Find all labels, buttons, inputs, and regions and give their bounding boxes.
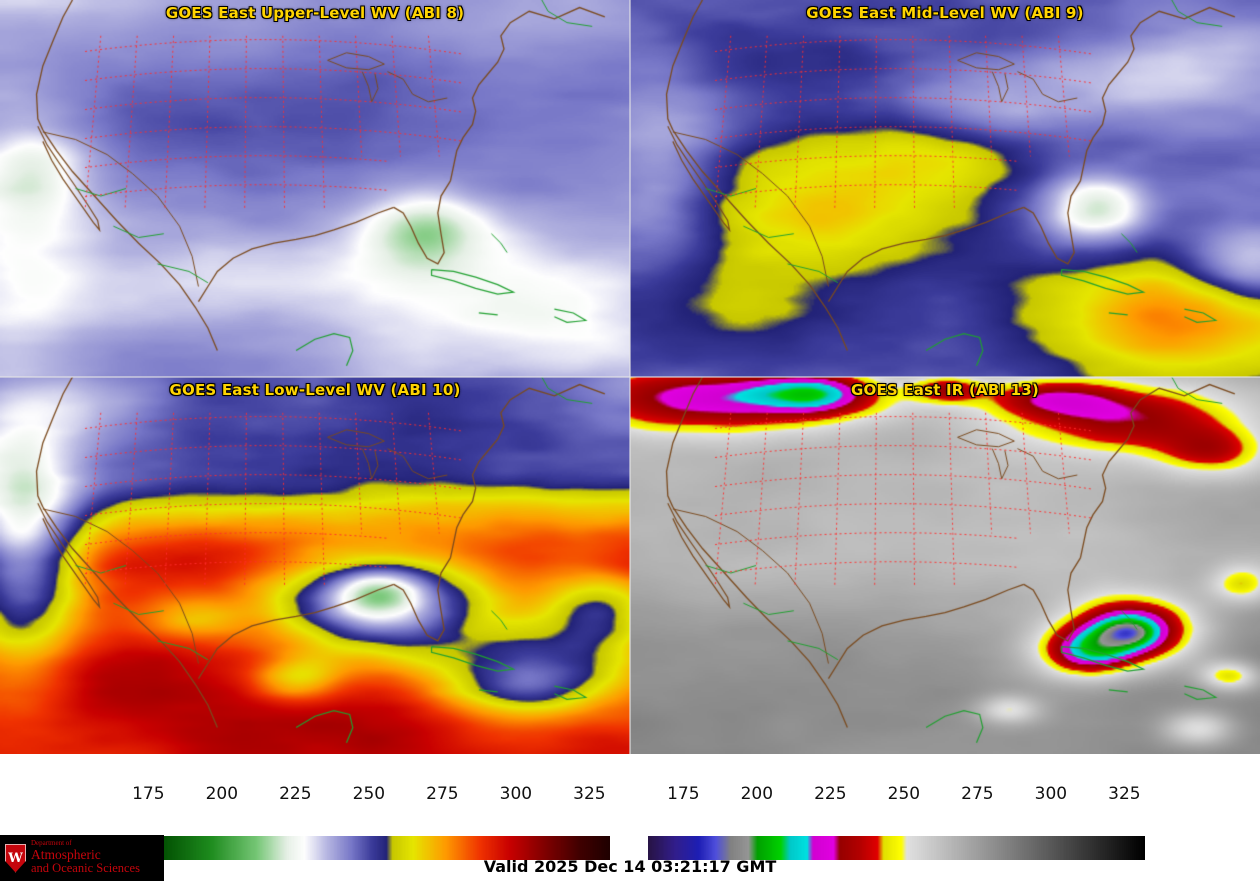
- valid-time-label: Valid 2025 Dec 14 03:21:17 GMT: [483, 857, 777, 876]
- panel-upper-level-wv: GOES East Upper-Level WV (ABI 8): [0, 0, 630, 377]
- panel-mid-level-wv: GOES East Mid-Level WV (ABI 9): [630, 0, 1260, 377]
- map-overlay-abi8: [0, 0, 630, 377]
- panel-grid: GOES East Upper-Level WV (ABI 8) GOES Ea…: [0, 0, 1260, 754]
- panel-ir: GOES East IR (ABI 13): [630, 377, 1260, 754]
- logo-line1: Atmospheric: [31, 846, 101, 862]
- colorbar-ir: 175 200 225 250 275 300 325: [648, 784, 1148, 866]
- colorbar-tick-label: 275: [426, 784, 459, 804]
- colorbar-tick-label: 300: [499, 784, 533, 804]
- colorbar-tick-label: 225: [279, 784, 312, 804]
- panel-title-abi9: GOES East Mid-Level WV (ABI 9): [806, 4, 1084, 22]
- colorbar-ir-gradient: [648, 836, 1145, 860]
- uw-crest-icon: W: [5, 843, 26, 873]
- panel-title-abi8: GOES East Upper-Level WV (ABI 8): [165, 4, 465, 22]
- uw-aos-logo: W Department of Atmospheric and Oceanic …: [0, 835, 164, 881]
- colorbar-wv-gradient: [113, 836, 610, 860]
- colorbar-tick-label: 325: [573, 784, 606, 804]
- panel-divider-horizontal: [0, 376, 1260, 378]
- colorbar-wv: 175 200 225 250 275 300 325: [113, 784, 613, 866]
- panel-low-level-wv: GOES East Low-Level WV (ABI 10): [0, 377, 630, 754]
- colorbar-tick-label: 200: [740, 784, 774, 804]
- map-overlay-abi10: [0, 377, 630, 754]
- footer: 175 200 225 250 275 300 325 175 200 225 250 275 300…: [0, 754, 1260, 881]
- colorbar-tick-label: 275: [961, 784, 994, 804]
- panel-title-abi10: GOES East Low-Level WV (ABI 10): [169, 381, 461, 399]
- colorbar-tick-label: 300: [1034, 784, 1068, 804]
- colorbar-tick-label: 250: [352, 784, 386, 804]
- colorbar-tick-label: 200: [205, 784, 239, 804]
- logo-line2: and Oceanic Sciences: [31, 861, 140, 876]
- colorbar-tick-label: 250: [887, 784, 921, 804]
- map-overlay-abi9: [630, 0, 1260, 377]
- colorbar-tick-label: 175: [132, 784, 165, 804]
- colorbar-tick-label: 175: [667, 784, 700, 804]
- colorbar-ir-tick-labels: 175 200 225 250 275 300 325: [648, 784, 1145, 810]
- colorbar-tick-label: 225: [814, 784, 847, 804]
- panel-title-abi13: GOES East IR (ABI 13): [850, 381, 1039, 399]
- logo-department-label: Department of: [31, 839, 72, 848]
- logo-text: Department of Atmospheric and Oceanic Sc…: [31, 840, 140, 876]
- colorbar-tick-label: 325: [1108, 784, 1141, 804]
- crest-letter: W: [8, 850, 23, 866]
- colorbar-wv-tick-labels: 175 200 225 250 275 300 325: [113, 784, 610, 810]
- map-overlay-abi13: [630, 377, 1260, 754]
